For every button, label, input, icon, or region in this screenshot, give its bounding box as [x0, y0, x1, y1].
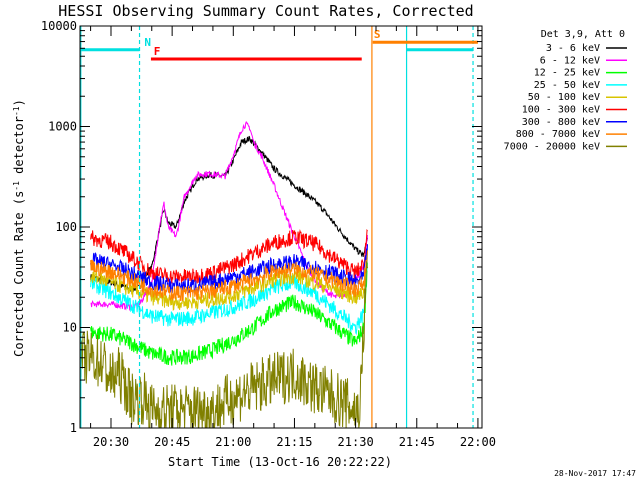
y-tick-label: 10 — [63, 321, 77, 335]
series-line-3 — [90, 262, 368, 366]
y-tick-label: 100 — [55, 220, 77, 234]
x-tick-label: 21:00 — [215, 435, 251, 449]
legend-entry-label: 6 - 12 keV — [540, 55, 600, 66]
series-line-5 — [90, 257, 368, 311]
legend-entry-label: 12 - 25 keV — [534, 68, 600, 79]
legend-entry-label: 800 - 7000 keV — [516, 129, 600, 140]
x-axis-label: Start Time (13-Oct-16 20:22:22) — [168, 455, 392, 469]
x-tick-label: 20:45 — [154, 435, 190, 449]
series-line-9 — [80, 261, 369, 428]
legend-entry-label: 300 - 800 keV — [522, 117, 600, 128]
series-line-4 — [90, 249, 368, 336]
y-axis-label: Corrected Count Rate (s-1 detector-1) — [12, 99, 26, 357]
x-tick-label: 22:00 — [460, 435, 496, 449]
x-tick-label: 21:45 — [399, 435, 435, 449]
x-tick-label: 20:30 — [93, 435, 129, 449]
flag-label-n: N — [144, 36, 151, 49]
series-line-6 — [90, 228, 368, 284]
generation-timestamp: 28-Nov-2017 17:47 — [554, 469, 636, 478]
legend-title: Det 3,9, Att 0 — [541, 29, 625, 40]
y-tick-label: 10000 — [41, 19, 77, 33]
series-line-8 — [90, 250, 368, 301]
axis-layer: 1 10 100 1000 10000 20:30 20:45 21:00 21:15 21:30… — [41, 19, 496, 449]
legend-entry-label: 3 - 6 keV — [546, 43, 600, 54]
legend-entry-label: 7000 - 20000 keV — [504, 141, 600, 152]
legend-entry-label: 25 - 50 keV — [534, 80, 600, 91]
flag-label-f: F — [154, 45, 161, 58]
flag-label-s: S — [374, 28, 381, 41]
series-layer — [80, 120, 369, 428]
legend-entry-label: 50 - 100 keV — [528, 92, 600, 103]
x-tick-label: 21:15 — [276, 435, 312, 449]
x-tick-label: 21:30 — [338, 435, 374, 449]
y-tick-label: 1000 — [48, 120, 77, 134]
y-tick-label: 1 — [70, 421, 77, 435]
legend-entry-label: 100 - 300 keV — [522, 105, 600, 116]
chart-title: HESSI Observing Summary Count Rates, Cor… — [58, 2, 473, 20]
